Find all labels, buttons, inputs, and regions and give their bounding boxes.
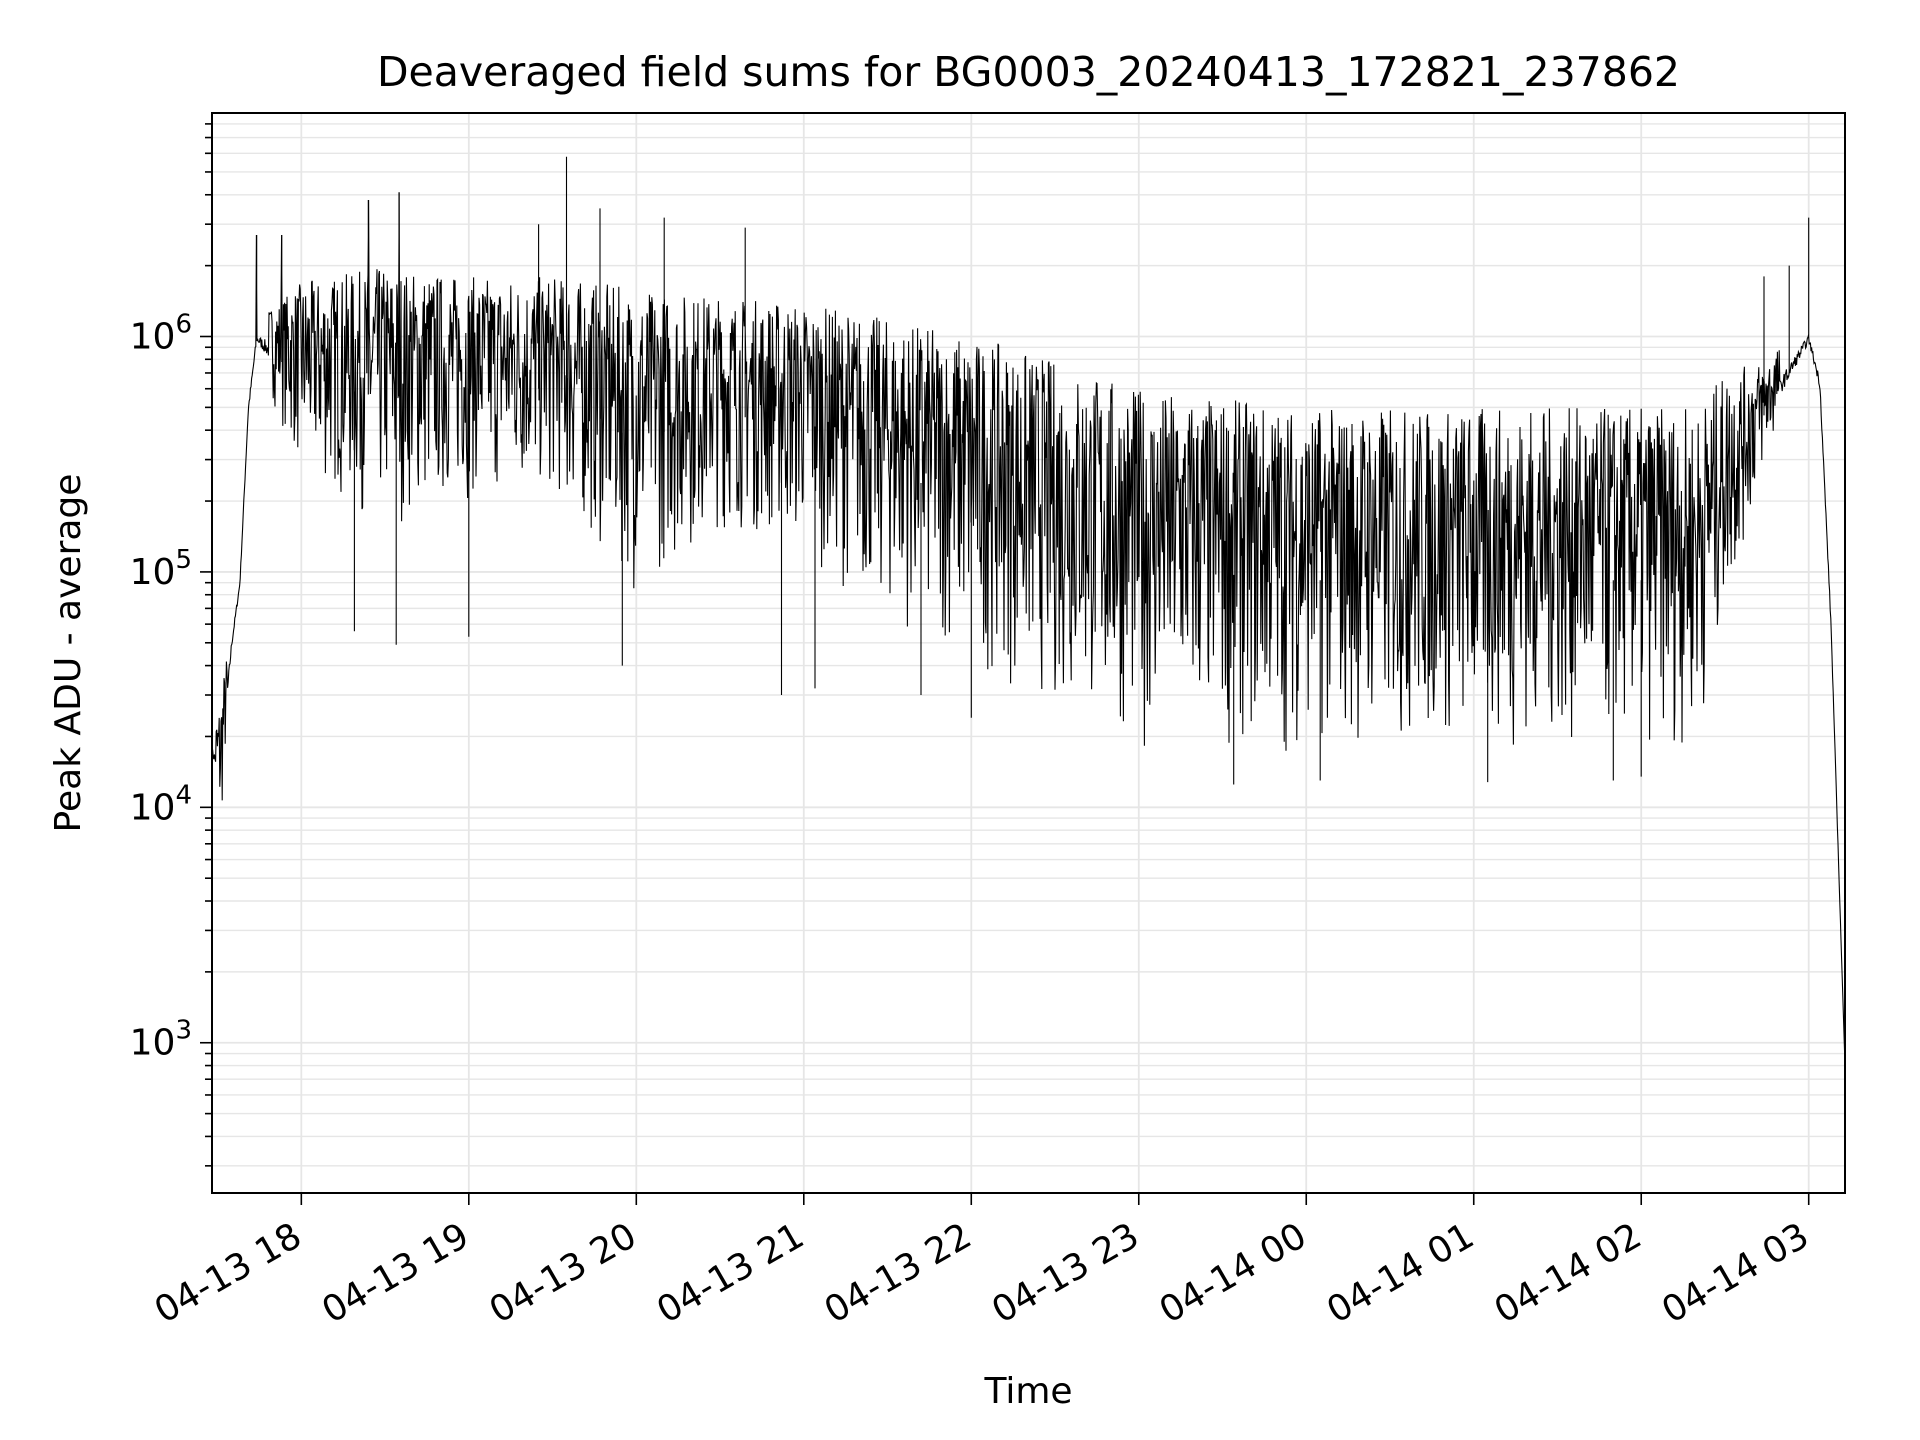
y-tick-base: 10 <box>130 787 176 828</box>
y-tick-base: 10 <box>130 552 176 593</box>
y-tick-base: 10 <box>130 1023 176 1064</box>
data-series <box>212 156 1845 1053</box>
y-tick-exponent: 6 <box>175 309 192 339</box>
x-tick-label: 04-13 19 <box>315 1215 476 1331</box>
plot-frame <box>211 112 1846 1194</box>
y-tick-label: 106 <box>130 309 192 357</box>
series-line <box>212 156 1845 1053</box>
x-tick-label: 04-13 22 <box>818 1215 979 1331</box>
y-tick-label: 103 <box>130 1016 192 1064</box>
y-tick-exponent: 3 <box>175 1016 192 1046</box>
x-tick-label: 04-13 20 <box>483 1215 644 1331</box>
y-tick-exponent: 4 <box>175 780 192 810</box>
x-tick-label: 04-14 01 <box>1320 1215 1481 1331</box>
y-tick-label: 105 <box>130 545 192 593</box>
y-tick-label: 104 <box>130 780 192 828</box>
x-axis: 04-13 18 04-13 19 04-13 20 04-13 21 04-13 22… <box>148 1193 1816 1332</box>
x-axis-label: Time <box>983 1371 1072 1412</box>
x-tick-label: 04-13 23 <box>985 1215 1146 1331</box>
chart-title: Deaveraged field sums for BG0003_2024041… <box>377 48 1680 96</box>
x-tick-label: 04-14 02 <box>1488 1215 1649 1331</box>
x-tick-label: 04-14 00 <box>1153 1215 1314 1331</box>
x-tick-label: 04-13 21 <box>650 1215 811 1331</box>
x-tick-label: 04-14 03 <box>1655 1215 1816 1331</box>
y-tick-base: 10 <box>130 316 176 357</box>
grid-lines <box>212 113 1845 1193</box>
x-tick-label: 04-13 18 <box>148 1215 309 1331</box>
y-axis-label: Peak ADU - average <box>48 474 89 833</box>
y-tick-exponent: 5 <box>175 545 192 575</box>
